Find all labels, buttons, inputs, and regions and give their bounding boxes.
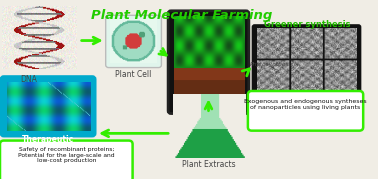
Text: DNA: DNA — [20, 75, 37, 84]
FancyBboxPatch shape — [253, 25, 360, 94]
Text: Plant Extracts: Plant Extracts — [182, 160, 235, 169]
Text: Therapeutic
Proteins: Therapeutic Proteins — [22, 135, 74, 154]
FancyBboxPatch shape — [106, 15, 161, 68]
Text: Exogenous and endogenous syntheses
of nanoparticles using living plants: Exogenous and endogenous syntheses of na… — [244, 99, 367, 110]
Text: Safety of recombinant proteins;
Potential for the large-scale and
low-cost produ: Safety of recombinant proteins; Potentia… — [18, 147, 115, 163]
FancyBboxPatch shape — [168, 11, 249, 113]
Text: Plant Cell: Plant Cell — [115, 70, 152, 79]
FancyBboxPatch shape — [1, 77, 95, 136]
Text: Phytosynthesis: Phytosynthesis — [250, 62, 294, 67]
Text: Plant Molecular Farming: Plant Molecular Farming — [91, 9, 272, 22]
FancyBboxPatch shape — [0, 141, 133, 179]
Text: Greener synthesis: Greener synthesis — [264, 20, 351, 29]
FancyBboxPatch shape — [248, 91, 363, 131]
